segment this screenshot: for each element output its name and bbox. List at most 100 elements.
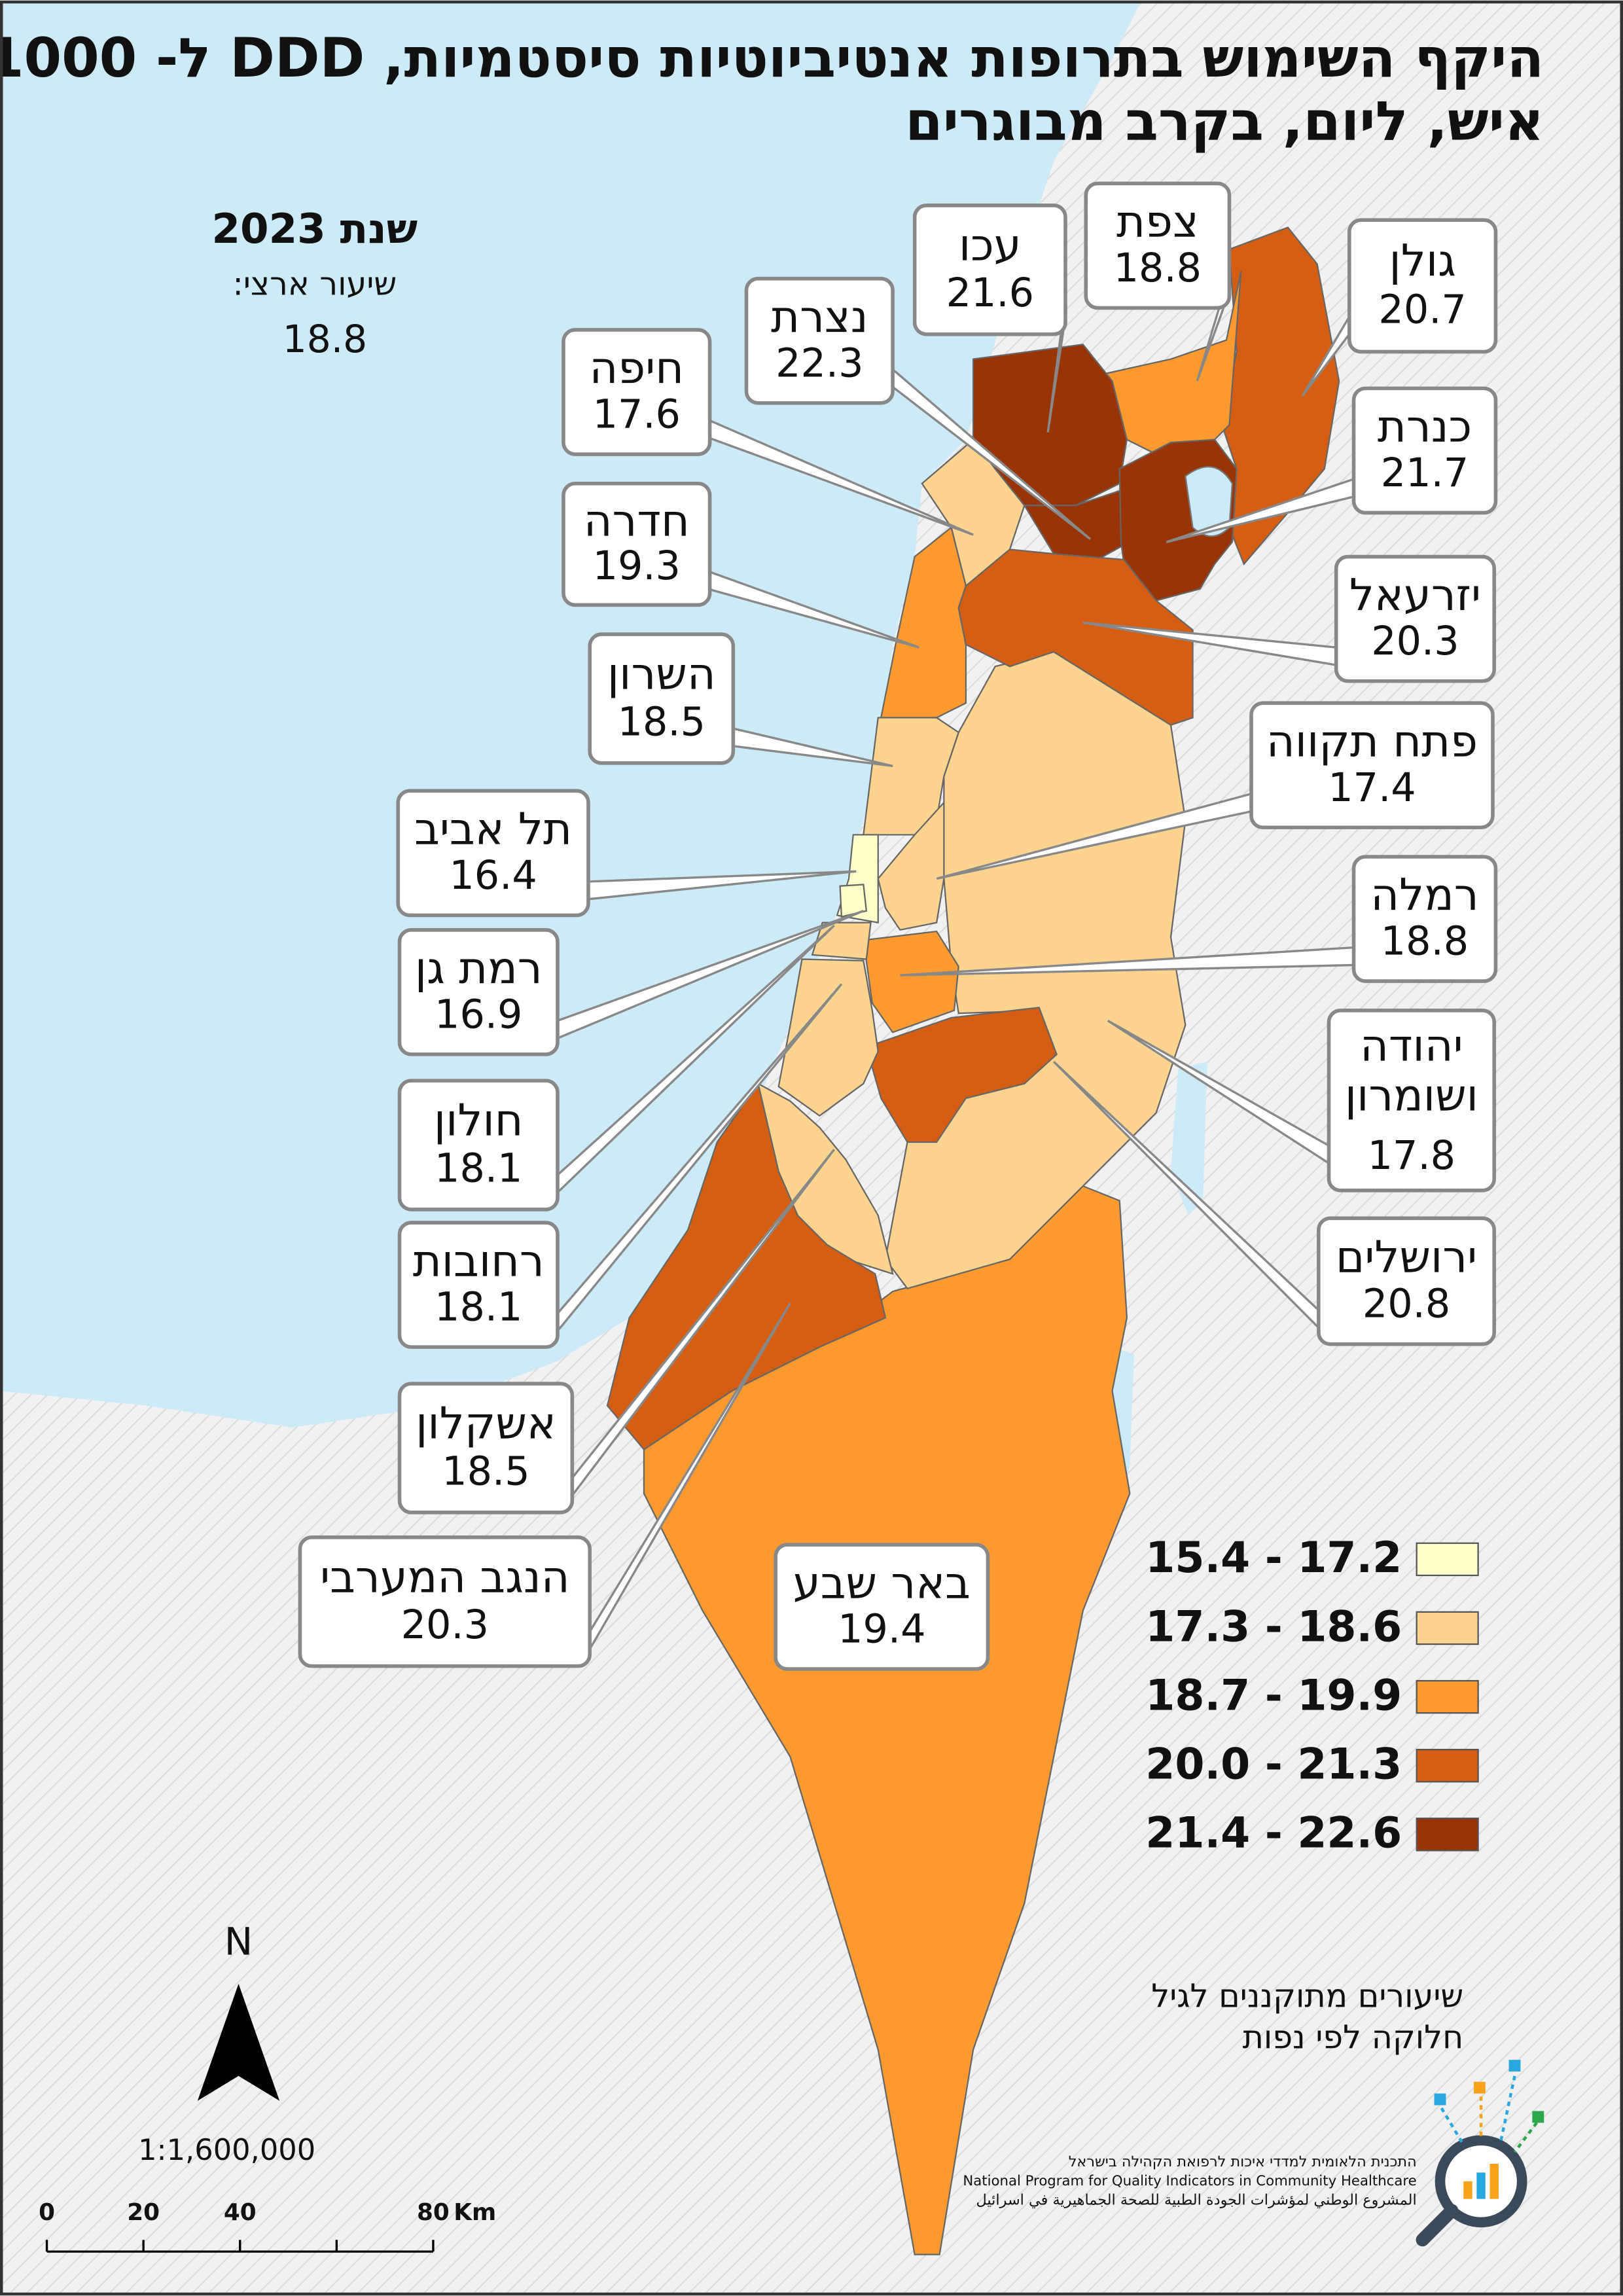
legend-swatch bbox=[1416, 1679, 1479, 1714]
callout-box bbox=[562, 481, 712, 607]
callout-box bbox=[298, 1535, 592, 1668]
district-value: 18.5 bbox=[442, 1448, 529, 1494]
callout-box bbox=[588, 632, 736, 765]
title-line: היקף השימוש בתרופות אנטיביוטיות סיסטמיות… bbox=[0, 26, 1544, 90]
callout-box bbox=[397, 1221, 560, 1349]
district-name: חדרה bbox=[584, 495, 690, 547]
district-name: אשקלון bbox=[416, 1398, 556, 1449]
callout-box bbox=[774, 1543, 990, 1671]
scale-tick-label: 0 bbox=[39, 2199, 55, 2226]
district-value: 20.3 bbox=[401, 1602, 489, 1648]
callout-box bbox=[1327, 1008, 1497, 1193]
district-region bbox=[865, 1007, 1058, 1143]
district-value: 18.8 bbox=[1381, 919, 1469, 965]
logo-line: התכנית הלאומית למדדי איכות לרפואת הקהילה… bbox=[1069, 2153, 1417, 2170]
callout-box bbox=[397, 1079, 560, 1211]
district-name: רחובות bbox=[413, 1235, 544, 1286]
legend-swatch bbox=[1416, 1748, 1479, 1783]
national-value: 18.8 bbox=[283, 317, 367, 361]
callout-box bbox=[1351, 855, 1498, 983]
note-line: שיעורים מתוקננים לגיל bbox=[1151, 1977, 1463, 2015]
district-name: צפת bbox=[1116, 196, 1199, 247]
district-name: עכו bbox=[959, 219, 1022, 270]
legend-swatch bbox=[1416, 1611, 1479, 1645]
district-name: השרון bbox=[607, 649, 716, 700]
callout-box bbox=[1084, 181, 1232, 310]
legend-swatch bbox=[1416, 1818, 1479, 1852]
legend-label: 20.0 - 21.3 bbox=[1145, 1740, 1402, 1789]
legend-swatch bbox=[1416, 1542, 1479, 1577]
legend-label: 15.4 - 17.2 bbox=[1145, 1534, 1402, 1583]
district-value: 17.4 bbox=[1328, 765, 1416, 811]
district-name: חולון bbox=[434, 1095, 524, 1146]
district-name: כנרת bbox=[1378, 401, 1472, 452]
district-value: 19.4 bbox=[838, 1607, 925, 1653]
district-value: 18.5 bbox=[618, 699, 705, 745]
scale-tick-label: 20 bbox=[127, 2199, 160, 2226]
scale-tick-label: 80 bbox=[417, 2199, 450, 2226]
callout-box bbox=[1317, 1216, 1497, 1346]
district-value: 17.8 bbox=[1368, 1133, 1455, 1179]
district-value: 19.3 bbox=[593, 543, 681, 589]
note-line: חלוקה לפי נפות bbox=[1243, 2018, 1464, 2056]
district-region bbox=[863, 930, 959, 1033]
district-value: 18.8 bbox=[1114, 245, 1202, 291]
dead-sea bbox=[1105, 1062, 1207, 1494]
district-name: יהודה bbox=[1360, 1020, 1463, 1071]
district-value: 16.9 bbox=[435, 992, 522, 1037]
legend: 15.4 - 17.2 17.3 - 18.6 18.7 - 19.9 20.0 - … bbox=[1145, 1534, 1479, 1858]
district-name: תל אביב bbox=[414, 804, 572, 855]
district-region bbox=[777, 958, 879, 1117]
district-value: 18.1 bbox=[435, 1285, 522, 1331]
district-name: נצרת bbox=[771, 291, 868, 342]
district-value: 20.3 bbox=[1371, 619, 1459, 664]
callout-box bbox=[1347, 218, 1498, 354]
district-region bbox=[839, 884, 868, 918]
district-value: 18.1 bbox=[435, 1145, 522, 1191]
logo-line: المشروع الوطني لمؤشرات الجودة الطبية للص… bbox=[976, 2191, 1417, 2208]
district-name: יזרעאל bbox=[1349, 569, 1481, 620]
year-label: שנת 2023 bbox=[211, 205, 418, 253]
north-arrow bbox=[197, 1983, 280, 2101]
district-region bbox=[957, 548, 1194, 726]
callout-box bbox=[1351, 386, 1498, 515]
district-value: 21.7 bbox=[1381, 450, 1469, 496]
national-label: שיעור ארצי: bbox=[232, 264, 397, 302]
district-name: חיפה bbox=[589, 342, 684, 393]
district-name: גולן bbox=[1389, 235, 1455, 286]
district-name: ירושלים bbox=[1336, 1231, 1477, 1282]
callout-box bbox=[396, 789, 590, 918]
district-value: 21.6 bbox=[946, 270, 1034, 316]
callout-box bbox=[562, 328, 712, 456]
district-name: הנגב המערבי bbox=[320, 1551, 569, 1602]
scale-bar: 0 20 40 80 Km bbox=[39, 2199, 496, 2253]
legend-label: 21.4 - 22.6 bbox=[1145, 1809, 1402, 1858]
leaders bbox=[556, 274, 1355, 1653]
district-name: רמלה bbox=[1370, 869, 1478, 920]
district-name: באר שבע bbox=[793, 1557, 971, 1608]
callout-box bbox=[1334, 554, 1497, 683]
district-value: 22.3 bbox=[776, 340, 863, 386]
legend-label: 17.3 - 18.6 bbox=[1145, 1602, 1402, 1651]
scale-ratio: 1:1,600,000 bbox=[138, 2132, 315, 2167]
district-value: 16.4 bbox=[449, 853, 537, 899]
logo bbox=[1416, 2060, 1544, 2247]
district-value: 20.7 bbox=[1378, 287, 1466, 333]
north-label: N bbox=[224, 1920, 253, 1964]
title-line: איש, ליום, בקרב מבוגרים bbox=[905, 89, 1544, 152]
callout-box bbox=[1249, 701, 1495, 830]
district-value: 17.6 bbox=[593, 392, 681, 438]
district-name: פתח תקווה bbox=[1266, 715, 1478, 766]
logo-line: National Program for Quality Indicators … bbox=[963, 2173, 1416, 2189]
callout-box bbox=[397, 928, 560, 1056]
district-region bbox=[877, 800, 945, 931]
district-name: רמת גן bbox=[415, 942, 543, 994]
scale-unit: Km bbox=[454, 2199, 496, 2226]
callout-box bbox=[397, 1382, 575, 1515]
legend-label: 18.7 - 19.9 bbox=[1145, 1671, 1402, 1720]
district-value: 20.8 bbox=[1363, 1282, 1450, 1327]
